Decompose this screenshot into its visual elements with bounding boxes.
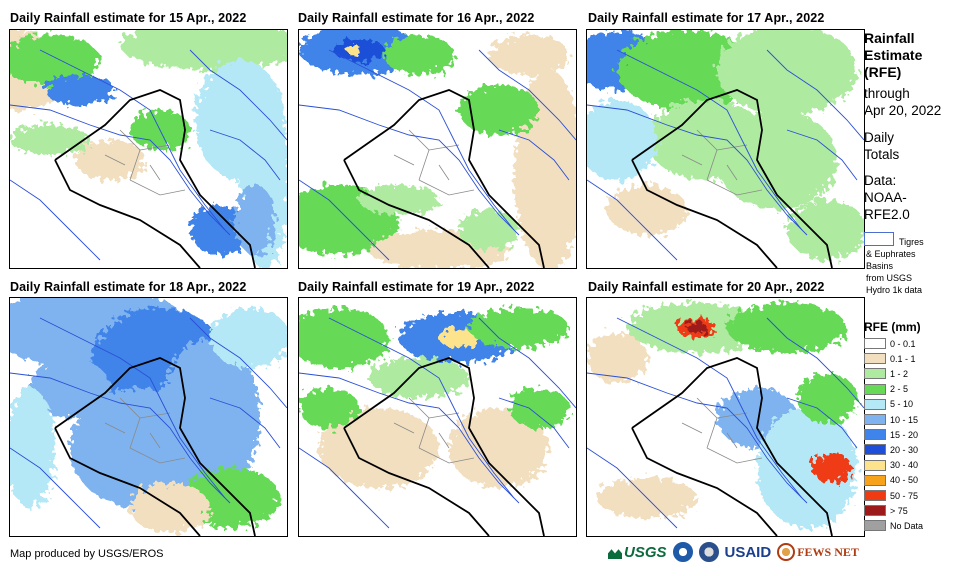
rainfall-map-17 [586,29,865,269]
legend-label: 0.1 - 1 [890,353,916,364]
legend-swatch [864,368,886,380]
legend-item: 20 - 30 [864,443,918,456]
legend-label: 10 - 15 [890,414,919,425]
legend-label: 20 - 30 [890,444,919,455]
panel-title-19: Daily Rainfall estimate for 19 Apr., 202… [298,280,535,294]
rainfall-map-19 [298,297,577,537]
legend-item: 0 - 0.1 [864,337,916,350]
legend-swatch [864,474,886,486]
legend-swatch [864,338,886,349]
basin-legend-swatch [864,232,894,246]
sidebar-through: through Apr 20, 2022 [864,86,942,118]
legend-swatch [864,353,886,365]
legend-item: No Data [864,519,923,532]
legend-label: 40 - 50 [890,475,919,486]
sidebar-title: Rainfall Estimate (RFE) [864,30,923,80]
legend-label: 2 - 5 [890,384,909,395]
fews-net-logo: FEWS NET [777,543,859,561]
legend-item: 15 - 20 [864,428,918,441]
legend-item: > 75 [864,504,908,517]
usaid-logo: USAID [724,543,772,561]
panel-title-16: Daily Rainfall estimate for 16 Apr., 202… [298,11,535,25]
noaa-logo [672,542,693,562]
credit-text: Map produced by USGS/EROS [10,548,164,560]
legend-label: 0 - 0.1 [890,338,916,349]
panel-title-20: Daily Rainfall estimate for 20 Apr., 202… [588,280,825,294]
legend-item: 50 - 75 [864,489,918,502]
legend-swatch [864,429,886,441]
legend-label: 50 - 75 [890,490,919,501]
legend-label: 5 - 10 [890,399,914,410]
legend-swatch [864,383,886,395]
legend-swatch [864,459,886,471]
sidebar-totals: Daily Totals [864,130,900,162]
rainfall-map-18 [9,297,288,537]
usgs-logo: USGS [608,544,667,561]
legend-label: 30 - 40 [890,460,919,471]
rainfall-map-16 [298,29,577,269]
panel-title-17: Daily Rainfall estimate for 17 Apr., 202… [588,11,825,25]
rainfall-map-20 [586,297,865,537]
legend-swatch [864,505,886,517]
legend-item: 2 - 5 [864,383,908,396]
sidebar-data-source: Data: NOAA- RFE2.0 [864,173,910,222]
legend-item: 1 - 2 [864,367,908,380]
logos: USGS USAID FEWS NET [608,542,859,562]
legend-swatch [864,398,886,410]
basin-legend-text: Tigres & Euphrates Basins from USGS Hydr… [866,237,924,295]
legend-label: No Data [890,520,924,531]
legend-item: 5 - 10 [864,398,913,411]
legend-item: 30 - 40 [864,459,918,472]
legend-swatch [864,414,886,425]
legend-title: RFE (mm) [864,320,921,334]
panel-title-15: Daily Rainfall estimate for 15 Apr., 202… [10,11,247,25]
rainfall-map-15 [9,29,288,269]
legend-swatch [864,490,886,501]
legend-label: 15 - 20 [890,429,919,440]
legend-item: 40 - 50 [864,474,918,487]
doi-seal-logo [698,542,719,562]
legend-label: > 75 [890,505,908,516]
legend-item: 0.1 - 1 [864,352,916,365]
legend-label: 1 - 2 [890,368,909,379]
legend-swatch [864,444,886,456]
panel-title-18: Daily Rainfall estimate for 18 Apr., 202… [10,280,247,294]
legend-item: 10 - 15 [864,413,918,426]
legend-swatch [864,520,886,532]
